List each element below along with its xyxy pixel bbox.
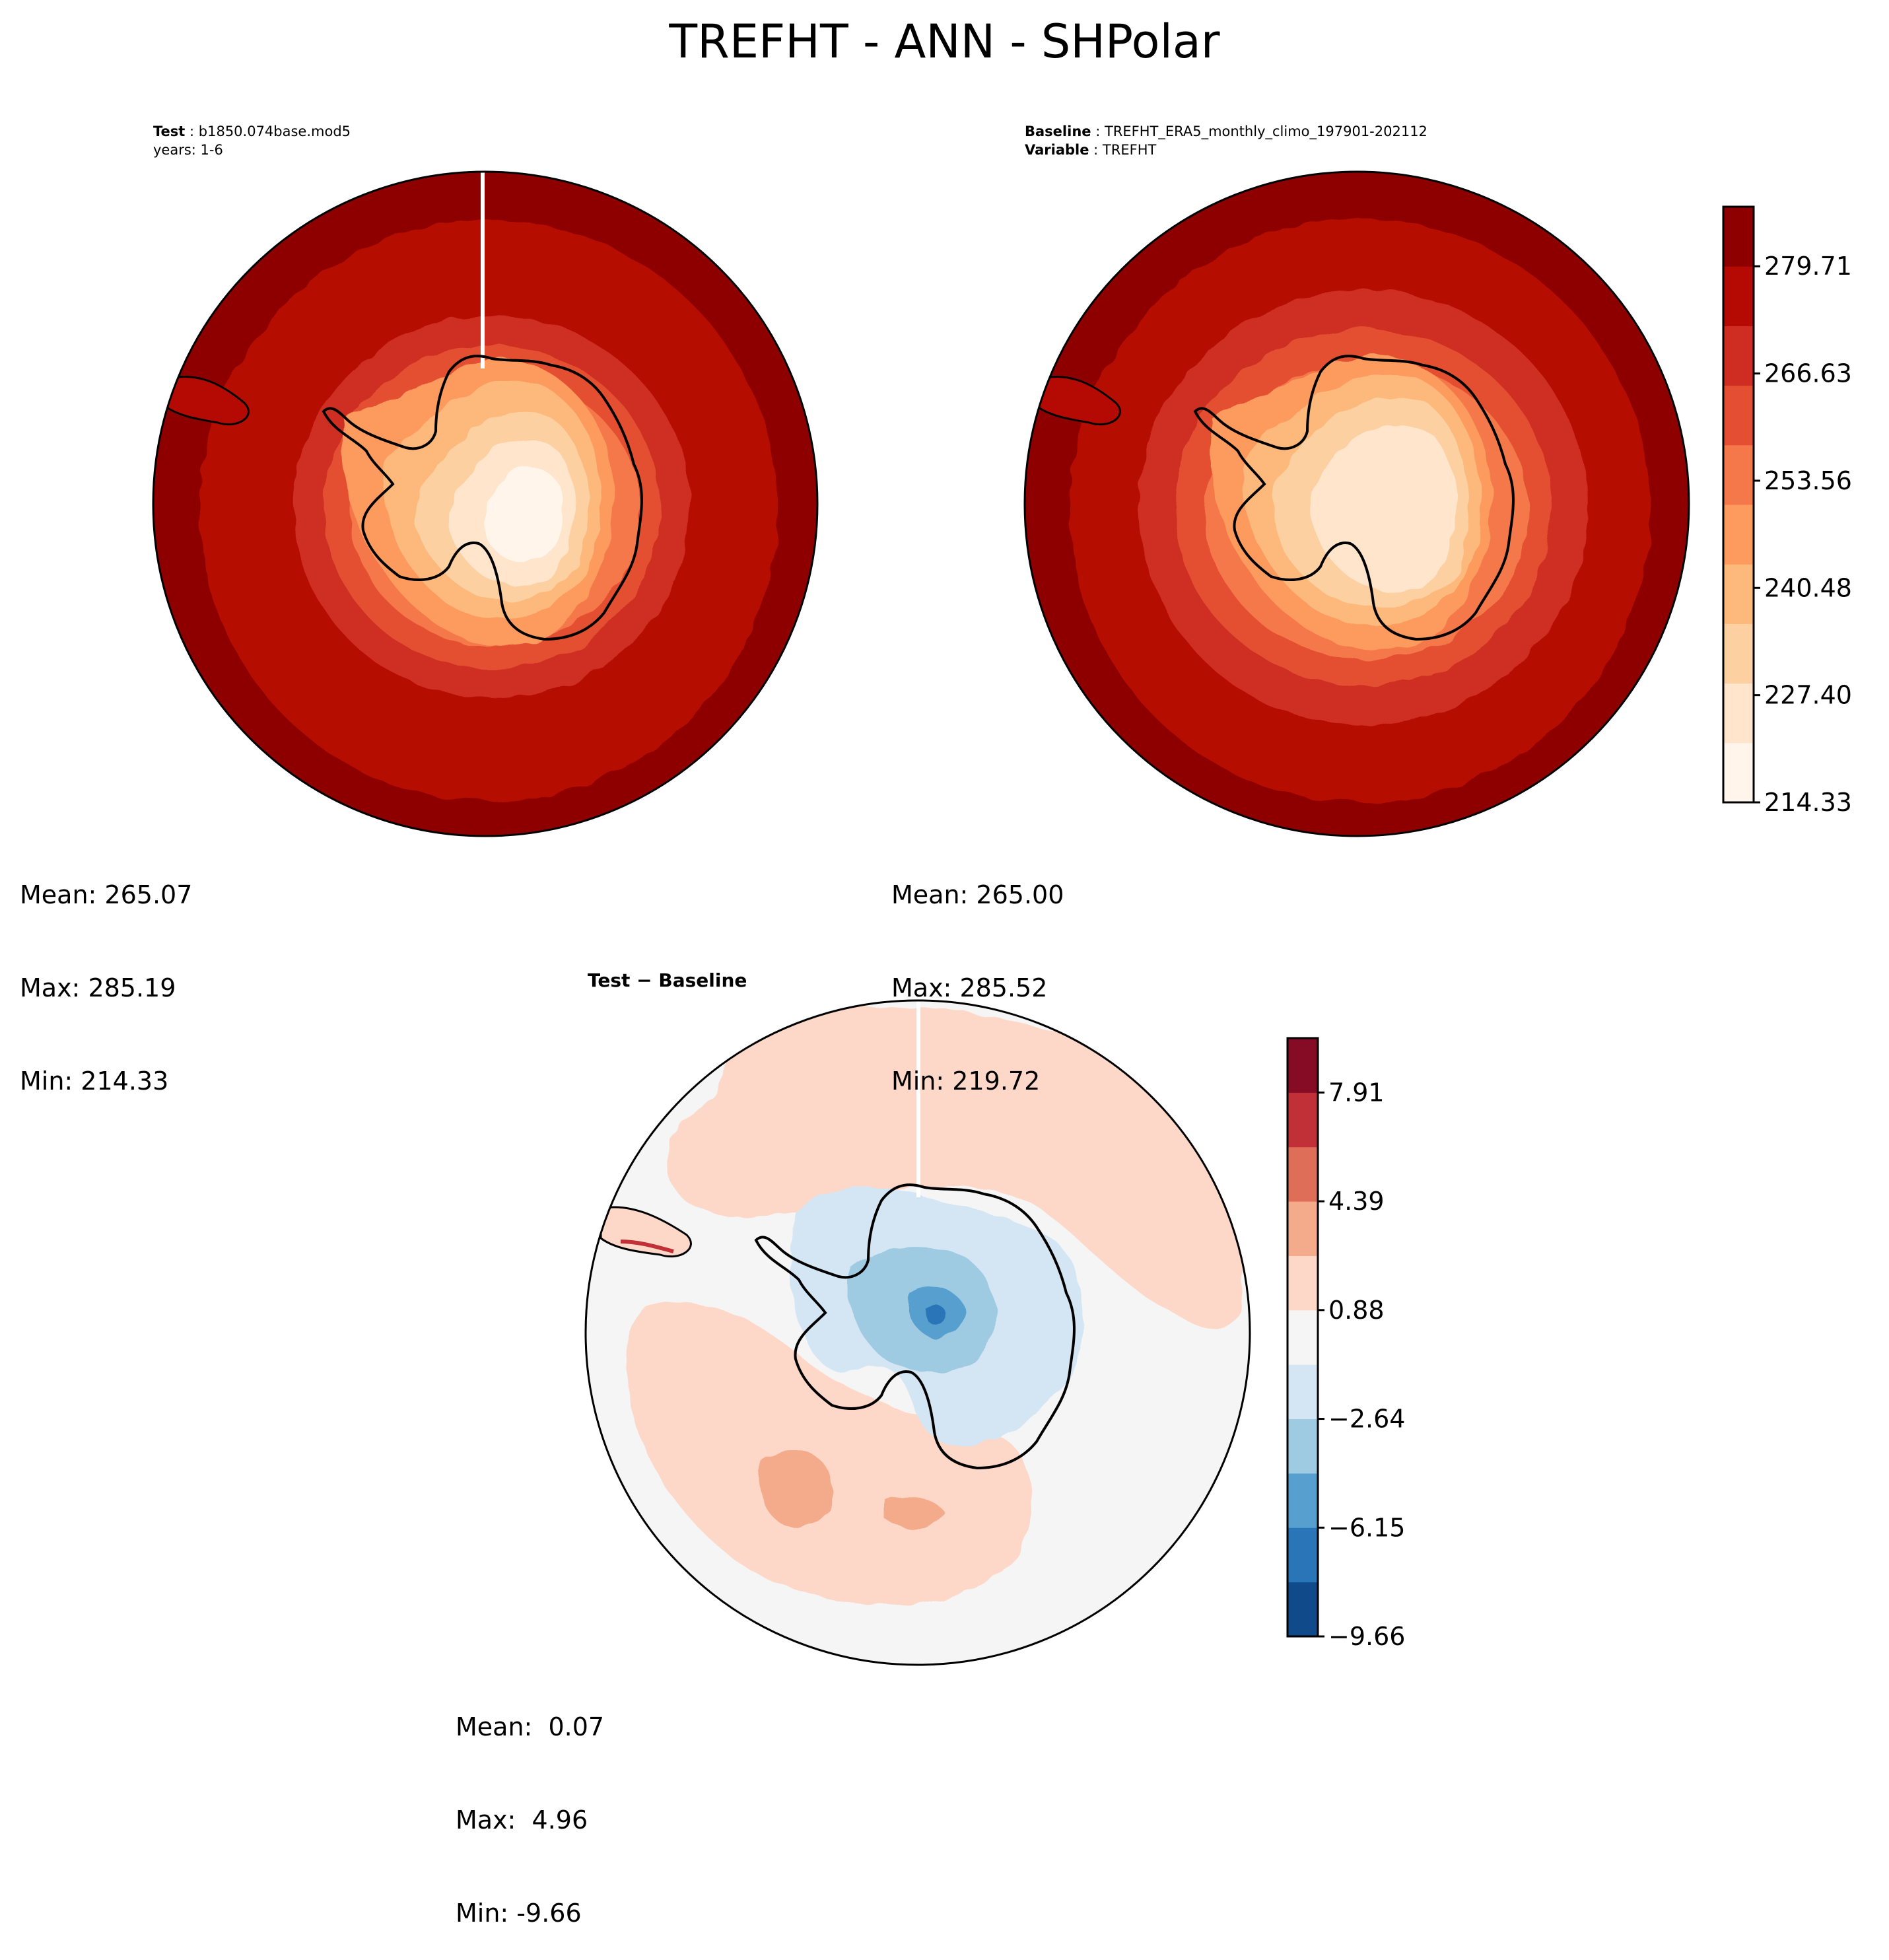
diff-colorbar-swatch	[1288, 1092, 1318, 1148]
main-colorbar-swatch	[1723, 326, 1754, 386]
baseline-header-key: Baseline	[1025, 123, 1091, 139]
test-map-border	[152, 170, 819, 837]
test-stats: Mean: 265.07 Max: 285.19 Min: 214.33	[20, 818, 192, 1128]
baseline-min: Min: 219.72	[891, 1067, 1041, 1096]
baseline-variable-key: Variable	[1025, 142, 1089, 158]
diff-colorbar-swatch	[1288, 1201, 1318, 1256]
baseline-header: Baseline : TREFHT_ERA5_monthly_climo_197…	[1025, 123, 1427, 158]
baseline-map-field	[1025, 172, 1689, 836]
diff-colorbar-swatch	[1288, 1255, 1318, 1311]
test-map	[152, 170, 819, 837]
test-min: Min: 214.33	[20, 1067, 169, 1096]
baseline-mean: Mean: 265.00	[891, 880, 1064, 909]
main-colorbar-tick-label: 253.56	[1764, 466, 1852, 495]
diff-colorbar-swatch	[1288, 1582, 1318, 1637]
figure-title: TREFHT - ANN - SHPolar	[669, 15, 1220, 69]
diff-max: Max: 4.96	[456, 1805, 588, 1835]
main-colorbar: 279.71 266.63 253.56 240.48 227.40 214.33	[1722, 205, 1852, 817]
main-colorbar-tick-label: 266.63	[1764, 359, 1852, 388]
diff-colorbar-tick-label: 7.91	[1328, 1078, 1385, 1107]
diff-title: Test − Baseline	[588, 969, 747, 991]
main-colorbar-swatch	[1723, 207, 1754, 267]
diff-colorbar-swatch	[1288, 1527, 1318, 1583]
diff-colorbar-swatch	[1288, 1310, 1318, 1365]
diff-colorbar-swatch	[1288, 1364, 1318, 1420]
figure-canvas: 279.71 266.63 253.56 240.48 227.40 214.33 7.9…	[152, 170, 1852, 1666]
main-colorbar-swatch	[1723, 742, 1754, 803]
diff-mean: Mean: 0.07	[456, 1712, 605, 1741]
baseline-variable-value: TREFHT	[1102, 142, 1157, 158]
test-header-value: b1850.074base.mod5	[198, 123, 351, 139]
test-coastline	[322, 355, 643, 641]
test-header-key: Test	[153, 123, 186, 139]
diff-map-border	[584, 999, 1251, 1666]
diff-colorbar-swatch	[1288, 1418, 1318, 1474]
diff-coastline	[754, 1183, 1076, 1470]
baseline-max: Max: 285.52	[891, 973, 1048, 1002]
main-colorbar-swatch	[1723, 564, 1754, 624]
main-colorbar-tick-label: 214.33	[1764, 788, 1852, 817]
main-colorbar-swatch	[1723, 505, 1754, 565]
baseline-coastline	[1193, 355, 1515, 641]
test-years: years: 1-6	[153, 142, 223, 158]
baseline-stats: Mean: 265.00 Max: 285.52 Min: 219.72	[891, 818, 1064, 1128]
diff-colorbar-swatch	[1288, 1473, 1318, 1528]
main-colorbar-swatch	[1723, 683, 1754, 744]
diff-colorbar-swatch	[1288, 1146, 1318, 1202]
diff-colorbar-border	[1286, 1037, 1319, 1638]
diff-colorbar-tick-label: −9.66	[1328, 1622, 1405, 1651]
baseline-header-value: TREFHT_ERA5_monthly_climo_197901-202112	[1104, 123, 1427, 139]
diff-colorbar-tick-label: 0.88	[1328, 1296, 1385, 1325]
main-colorbar-swatch	[1723, 266, 1754, 326]
main-colorbar-border	[1722, 205, 1755, 804]
baseline-map-border	[1023, 170, 1690, 837]
baseline-map	[1023, 170, 1690, 837]
diff-map-field	[586, 1000, 1250, 1665]
diff-colorbar-tick-label: 4.39	[1328, 1187, 1385, 1216]
test-max: Max: 285.19	[20, 973, 176, 1002]
diff-colorbar-tick-label: −6.15	[1328, 1513, 1405, 1542]
main-colorbar-swatch	[1723, 385, 1754, 446]
main-colorbar-swatch	[1723, 444, 1754, 505]
test-header: Test : b1850.074base.mod5 years: 1-6	[153, 123, 351, 158]
diff-colorbar: 7.91 4.39 0.88 −2.64 −6.15 −9.66	[1286, 1037, 1405, 1651]
diff-map	[584, 999, 1251, 1666]
main-colorbar-tick-label: 279.71	[1764, 252, 1852, 281]
diff-min: Min: -9.66	[456, 1899, 582, 1928]
test-mean: Mean: 265.07	[20, 880, 193, 909]
diff-colorbar-swatch	[1288, 1038, 1318, 1093]
main-colorbar-tick-label: 227.40	[1764, 681, 1852, 710]
main-colorbar-swatch	[1723, 623, 1754, 684]
main-colorbar-tick-label: 240.48	[1764, 573, 1852, 602]
diff-stats: Mean: 0.07 Max: 4.96 Min: -9.66	[456, 1650, 604, 1960]
diff-colorbar-tick-label: −2.64	[1328, 1405, 1405, 1434]
test-map-field	[153, 172, 817, 836]
